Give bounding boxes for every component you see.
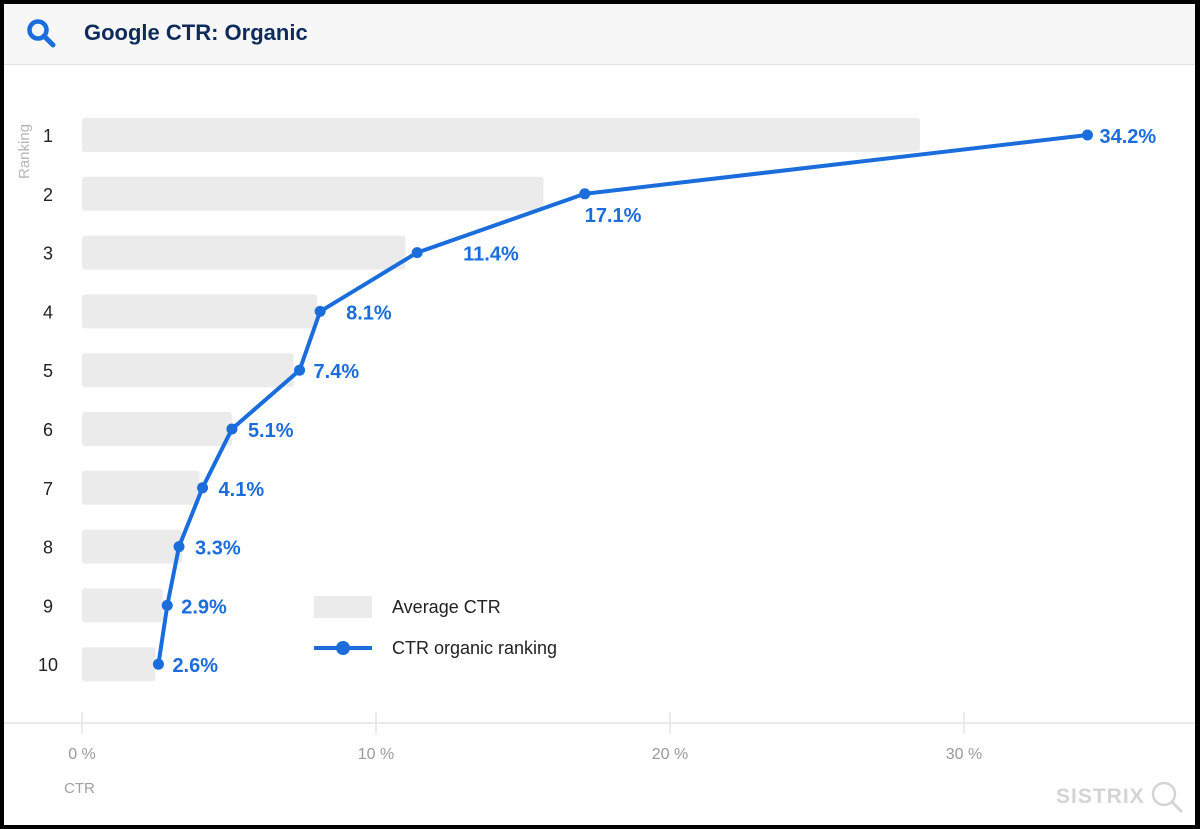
bar-average-ctr — [82, 294, 318, 329]
ctr-point — [294, 364, 306, 376]
y-tick-label: 5 — [43, 361, 53, 381]
bar-average-ctr — [82, 235, 406, 270]
bar-average-ctr — [82, 412, 232, 446]
bar-average-ctr — [82, 588, 163, 623]
chart-title: Google CTR: Organic — [84, 20, 308, 45]
header: Google CTR: Organic — [4, 4, 1195, 65]
ctr-point — [161, 599, 173, 611]
y-axis-label: Ranking — [16, 124, 33, 179]
y-tick-label: 2 — [43, 185, 53, 205]
sistrix-watermark: SISTRIX — [1056, 781, 1184, 814]
y-tick-label: 4 — [43, 302, 53, 322]
search-icon — [27, 19, 56, 48]
data-label: 7.4% — [314, 361, 360, 383]
x-axis-label: CTR — [64, 780, 95, 797]
bar-average-ctr — [82, 118, 920, 152]
y-tick-label: 3 — [43, 244, 53, 264]
y-tick-label: 7 — [43, 479, 53, 499]
data-label: 4.1% — [219, 479, 265, 501]
ctr-point — [152, 658, 164, 670]
data-label: 34.2% — [1099, 126, 1156, 148]
data-label: 3.3% — [195, 538, 241, 560]
ctr-point — [226, 423, 238, 435]
y-tick-label: 6 — [43, 420, 53, 440]
ctr-point — [314, 305, 326, 317]
ctr-point — [579, 188, 591, 200]
data-label: 5.1% — [248, 420, 294, 442]
data-label: 2.9% — [181, 596, 227, 618]
bar-average-ctr — [82, 353, 294, 388]
bar-average-ctr — [82, 176, 544, 211]
x-tick-label: 0 % — [68, 746, 96, 763]
legend-swatch-marker — [336, 641, 350, 655]
chart: 1 2 3 4 5 6 7 8 9 10 0 % 10 % 20 % 30 % 34.2% 17.1% 11.… — [4, 118, 1195, 814]
bar-average-ctr — [82, 529, 182, 564]
y-tick-label: 9 — [43, 596, 53, 616]
legend-swatch-average — [314, 596, 372, 618]
data-label: 8.1% — [346, 302, 392, 324]
data-label: 2.6% — [172, 655, 218, 677]
ctr-point — [411, 247, 423, 259]
y-tick-label: 1 — [43, 126, 53, 146]
data-label: 11.4% — [463, 244, 519, 266]
ctr-point — [1081, 129, 1093, 141]
bar-average-ctr — [82, 470, 200, 505]
ctr-line — [156, 133, 1088, 665]
x-tick-label: 10 % — [358, 746, 394, 763]
data-label: 17.1% — [585, 205, 642, 227]
legend-label-average: Average CTR — [392, 597, 501, 617]
svg-text:SISTRIX: SISTRIX — [1056, 785, 1145, 808]
x-tick-label: 30 % — [946, 746, 982, 763]
bar-average-ctr — [82, 647, 156, 682]
x-tick-label: 20 % — [652, 746, 688, 763]
y-tick-label: 10 — [38, 655, 58, 675]
legend: Average CTR CTR organic ranking — [314, 596, 557, 658]
legend-label-line: CTR organic ranking — [392, 638, 557, 658]
chart-card: Google CTR: Organic 1 2 3 4 5 6 7 8 9 10 0 % 10 % 20… — [4, 4, 1195, 825]
ctr-point — [197, 482, 209, 494]
ctr-point — [173, 541, 185, 553]
y-tick-label: 8 — [43, 538, 53, 558]
